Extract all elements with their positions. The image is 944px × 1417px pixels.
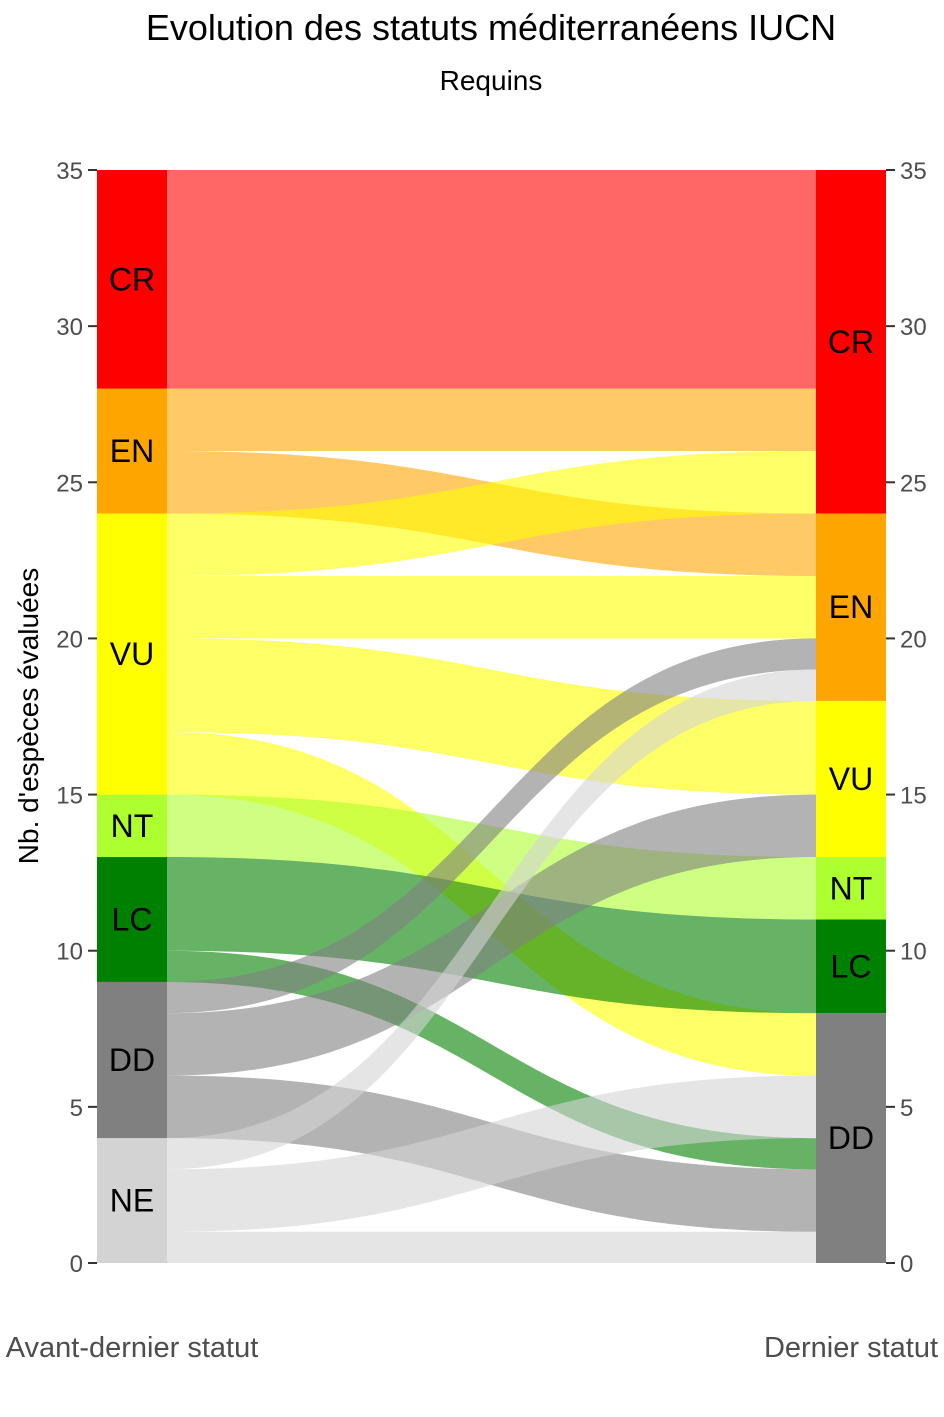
y-tick-label-right-35: 35 (900, 158, 927, 185)
stratum-right-dd (816, 1013, 886, 1263)
flow-cr-to-cr-0 (167, 170, 816, 389)
stratum-label-left-cr: CR (109, 261, 155, 297)
y-tick-label-left-25: 25 (56, 470, 83, 497)
stratum-label-left-dd: DD (109, 1042, 155, 1078)
y-tick-label-left-20: 20 (56, 626, 83, 653)
stratum-label-right-dd: DD (828, 1120, 874, 1156)
stratum-label-left-nt: NT (111, 808, 154, 844)
y-axis-label: Nb. d'espèces évaluées (13, 568, 44, 864)
y-tick-label-left-35: 35 (56, 158, 83, 185)
y-tick-label-left-5: 5 (70, 1095, 83, 1122)
strata-layer: NE DD LC NT VU EN CR DD LC NT VU EN CR (97, 170, 886, 1263)
stratum-left-lc (97, 857, 167, 982)
y-tick-label-left-10: 10 (56, 939, 83, 966)
stratum-left-nt (97, 794, 167, 858)
stratum-label-left-vu: VU (110, 636, 154, 672)
flow-en-to-cr-1 (167, 388, 816, 452)
flow-vu-to-vu-5 (167, 638, 816, 795)
flow-ne-to-dd-15 (167, 1075, 816, 1232)
stratum-left-vu (97, 513, 167, 795)
x-category-label-left: Avant-dernier statut (6, 1332, 259, 1364)
y-tick-label-right-25: 25 (900, 470, 927, 497)
flow-nt-to-nt-7 (167, 794, 816, 920)
stratum-right-nt (816, 857, 886, 920)
y-tick-label-right-30: 30 (900, 314, 927, 341)
y-tick-label-right-0: 0 (900, 1251, 913, 1278)
x-category-label-right: Dernier statut (764, 1332, 938, 1364)
stratum-label-left-en: EN (110, 433, 154, 469)
stratum-left-dd (97, 981, 167, 1139)
stratum-left-ne (97, 1138, 167, 1263)
stratum-left-en (97, 388, 167, 514)
stratum-right-cr (816, 170, 886, 514)
flow-vu-to-cr-3 (167, 451, 816, 576)
stratum-right-vu (816, 700, 886, 858)
stratum-label-right-cr: CR (828, 324, 874, 360)
flow-ne-to-en-13 (167, 669, 816, 1170)
stratum-label-right-vu: VU (829, 761, 873, 797)
stratum-label-right-lc: LC (831, 948, 872, 984)
y-tick-label-left-30: 30 (56, 314, 83, 341)
flow-dd-to-en-10 (167, 638, 816, 1014)
y-tick-label-left-15: 15 (56, 783, 83, 810)
y-tick-label-right-15: 15 (900, 783, 927, 810)
flows-layer (167, 170, 816, 1263)
stratum-label-left-lc: LC (112, 901, 153, 937)
y-tick-label-right-20: 20 (900, 626, 927, 653)
stratum-right-en (816, 513, 886, 701)
flow-vu-to-en-4 (167, 575, 816, 639)
stratum-label-left-ne: NE (110, 1183, 154, 1219)
y-tick-label-left-0: 0 (70, 1251, 83, 1278)
stratum-right-lc (816, 919, 886, 1014)
chart-title: Evolution des statuts méditerranéens IUC… (146, 7, 836, 48)
flow-lc-to-dd-9 (167, 950, 816, 1170)
y-tick-label-right-10: 10 (900, 939, 927, 966)
stratum-left-cr (97, 170, 167, 389)
flow-ne-to-dd-14 (167, 1231, 816, 1263)
stratum-label-right-en: EN (829, 589, 873, 625)
stratum-label-right-nt: NT (830, 870, 873, 906)
chart-subtitle: Requins (440, 65, 543, 96)
axes-layer: 0 0 5 5 10 10 15 15 20 20 25 25 30 30 35 35 (56, 158, 926, 1278)
y-tick-label-right-5: 5 (900, 1095, 913, 1122)
